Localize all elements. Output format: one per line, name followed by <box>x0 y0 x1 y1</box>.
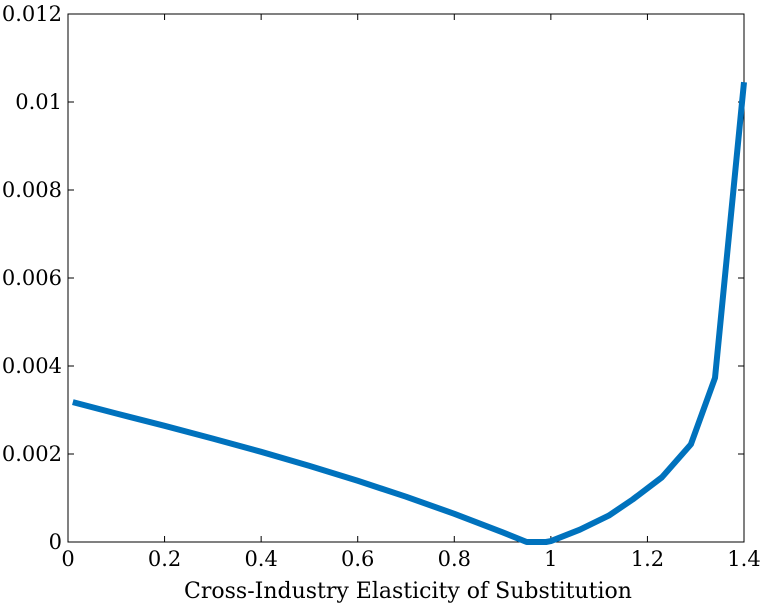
y-tick-label: 0 <box>49 530 62 554</box>
y-tick-label: 0.012 <box>2 2 62 26</box>
y-tick-label: 0.008 <box>2 178 62 202</box>
y-tick-label: 0.01 <box>15 90 62 114</box>
x-tick-label: 1.4 <box>727 547 760 571</box>
y-tick-label: 0.004 <box>2 354 62 378</box>
x-tick-label: 0.2 <box>148 547 181 571</box>
x-tick-label: 0.8 <box>438 547 471 571</box>
x-axis: 0 0.2 0.4 0.6 0.8 1 1.2 1.4 <box>61 14 760 571</box>
x-axis-label: Cross-Industry Elasticity of Substitutio… <box>184 579 632 604</box>
x-tick-label: 1.2 <box>631 547 664 571</box>
x-tick-label: 0 <box>61 547 74 571</box>
y-axis: 0 0.002 0.004 0.006 0.008 0.01 0.012 <box>2 2 744 554</box>
y-tick-label: 0.002 <box>2 442 62 466</box>
axes-border <box>68 14 744 542</box>
x-tick-label: 1 <box>544 547 557 571</box>
x-tick-label: 0.4 <box>244 547 277 571</box>
x-tick-label: 0.6 <box>341 547 374 571</box>
axes-frame <box>68 14 744 542</box>
series-layer <box>73 82 744 542</box>
y-tick-label: 0.006 <box>2 266 62 290</box>
series-line <box>73 82 744 542</box>
